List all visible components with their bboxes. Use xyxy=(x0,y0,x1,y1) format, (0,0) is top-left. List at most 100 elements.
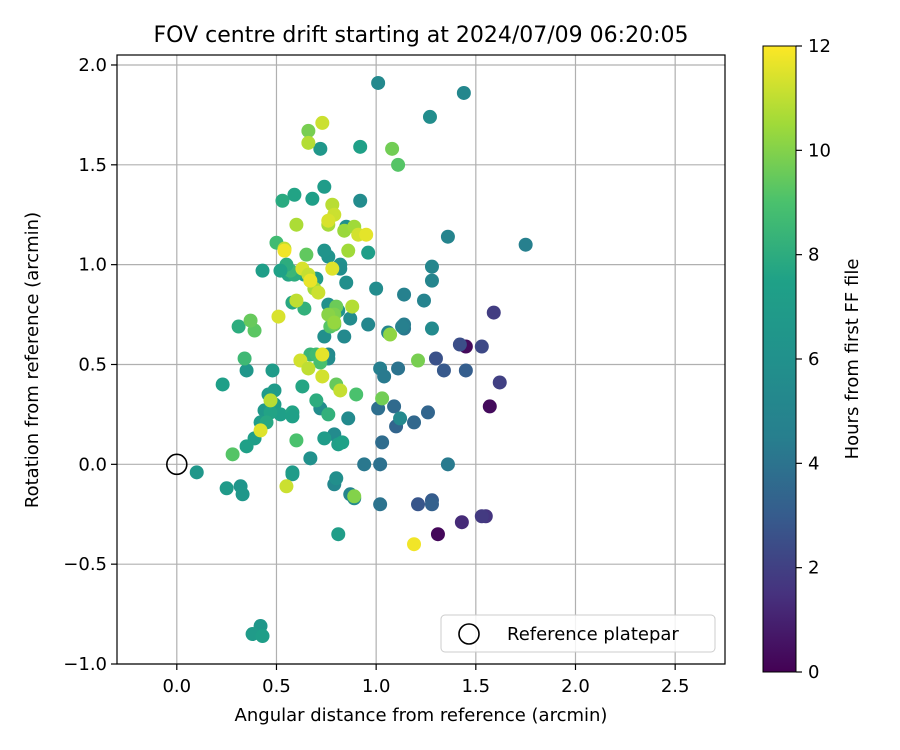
colorbar-tick-label: 12 xyxy=(808,36,831,57)
data-point xyxy=(345,299,360,314)
colorbar-tick-label: 10 xyxy=(808,140,831,161)
y-tick-label: 2.0 xyxy=(78,55,107,76)
data-point xyxy=(411,497,426,512)
colorbar-tick-label: 0 xyxy=(808,662,819,683)
data-point xyxy=(255,263,270,278)
data-point xyxy=(361,245,376,260)
data-point xyxy=(486,305,501,320)
data-point xyxy=(255,629,270,644)
data-point xyxy=(189,465,204,480)
data-point xyxy=(225,447,240,462)
data-point xyxy=(277,243,292,258)
data-point xyxy=(289,433,304,448)
data-point xyxy=(317,243,332,258)
data-point xyxy=(369,281,384,296)
data-point xyxy=(357,457,372,472)
data-point xyxy=(397,287,412,302)
data-point xyxy=(315,115,330,130)
data-point xyxy=(424,497,439,512)
data-point xyxy=(349,387,364,402)
data-point xyxy=(482,399,497,414)
data-point xyxy=(454,515,469,530)
data-point xyxy=(315,369,330,384)
data-point xyxy=(361,317,376,332)
y-tick-label: 0.0 xyxy=(78,454,107,475)
plot-frame xyxy=(116,54,726,665)
data-point xyxy=(474,509,489,524)
colorbar-tick-label: 8 xyxy=(808,245,819,266)
data-point xyxy=(337,329,352,344)
legend: Reference platepar xyxy=(440,614,716,653)
y-axis-label: Rotation from reference (arcmin) xyxy=(22,212,43,508)
data-point xyxy=(422,109,437,124)
legend-marker-icon xyxy=(458,623,480,645)
data-point xyxy=(243,313,258,328)
data-point xyxy=(253,423,268,438)
y-tick-label: 1.0 xyxy=(78,255,107,276)
data-point xyxy=(239,363,254,378)
data-point xyxy=(231,319,246,334)
data-point xyxy=(237,351,252,366)
data-point xyxy=(395,319,410,334)
x-axis-label: Angular distance from reference (arcmin) xyxy=(235,705,608,726)
data-point xyxy=(273,263,288,278)
data-point xyxy=(305,191,320,206)
data-point xyxy=(215,377,230,392)
y-tick-label: −1.0 xyxy=(63,654,107,675)
y-axis-ticks: −1.0 −0.5 0.0 0.5 1.0 1.5 2.0 xyxy=(63,55,117,675)
data-point xyxy=(289,217,304,232)
data-point xyxy=(424,273,439,288)
data-point xyxy=(416,293,431,308)
x-tick-label: 1.5 xyxy=(461,676,490,697)
data-point xyxy=(353,193,368,208)
data-point xyxy=(341,411,356,426)
x-tick-label: 2.5 xyxy=(661,676,690,697)
data-point xyxy=(301,123,316,138)
colorbar-label: Hours from first FF file xyxy=(842,259,863,460)
data-point xyxy=(407,537,422,552)
data-point xyxy=(321,213,336,228)
data-point xyxy=(295,379,310,394)
colorbar-ticks: 0 2 4 6 8 10 12 xyxy=(796,36,831,683)
data-point xyxy=(301,135,316,150)
data-point xyxy=(407,415,422,430)
data-point xyxy=(339,275,354,290)
data-point xyxy=(474,339,489,354)
data-point xyxy=(393,411,408,426)
data-point xyxy=(411,353,426,368)
grid-lines xyxy=(117,55,725,665)
y-tick-label: −0.5 xyxy=(63,554,107,575)
reference-point-marker xyxy=(166,453,188,476)
data-point xyxy=(315,347,330,362)
colorbar-tick-label: 6 xyxy=(808,349,819,370)
x-axis-ticks: 0.0 0.5 1.0 1.5 2.0 2.5 xyxy=(162,664,689,697)
data-point xyxy=(285,467,300,482)
data-point xyxy=(287,187,302,202)
data-point xyxy=(325,261,340,276)
data-point xyxy=(263,393,278,408)
data-point xyxy=(289,293,304,308)
y-tick-label: 0.5 xyxy=(78,354,107,375)
data-point xyxy=(371,75,386,90)
data-point xyxy=(518,237,533,252)
data-point xyxy=(456,85,471,100)
data-point xyxy=(458,363,473,378)
data-point xyxy=(265,363,280,378)
data-point xyxy=(440,229,455,244)
data-point xyxy=(375,435,390,450)
y-tick-label: 1.5 xyxy=(78,155,107,176)
data-point xyxy=(335,435,350,450)
data-point xyxy=(359,227,374,242)
data-point xyxy=(420,405,435,420)
data-point xyxy=(492,375,507,390)
x-tick-label: 0.0 xyxy=(162,676,191,697)
data-point xyxy=(275,193,290,208)
data-point xyxy=(424,259,439,274)
data-point xyxy=(321,407,336,422)
data-point xyxy=(311,285,326,300)
chart-title: FOV centre drift starting at 2024/07/09 … xyxy=(154,23,689,48)
data-point xyxy=(317,179,332,194)
legend-label: Reference platepar xyxy=(507,624,679,645)
colorbar-tick-label: 4 xyxy=(808,453,819,474)
data-point xyxy=(373,457,388,472)
